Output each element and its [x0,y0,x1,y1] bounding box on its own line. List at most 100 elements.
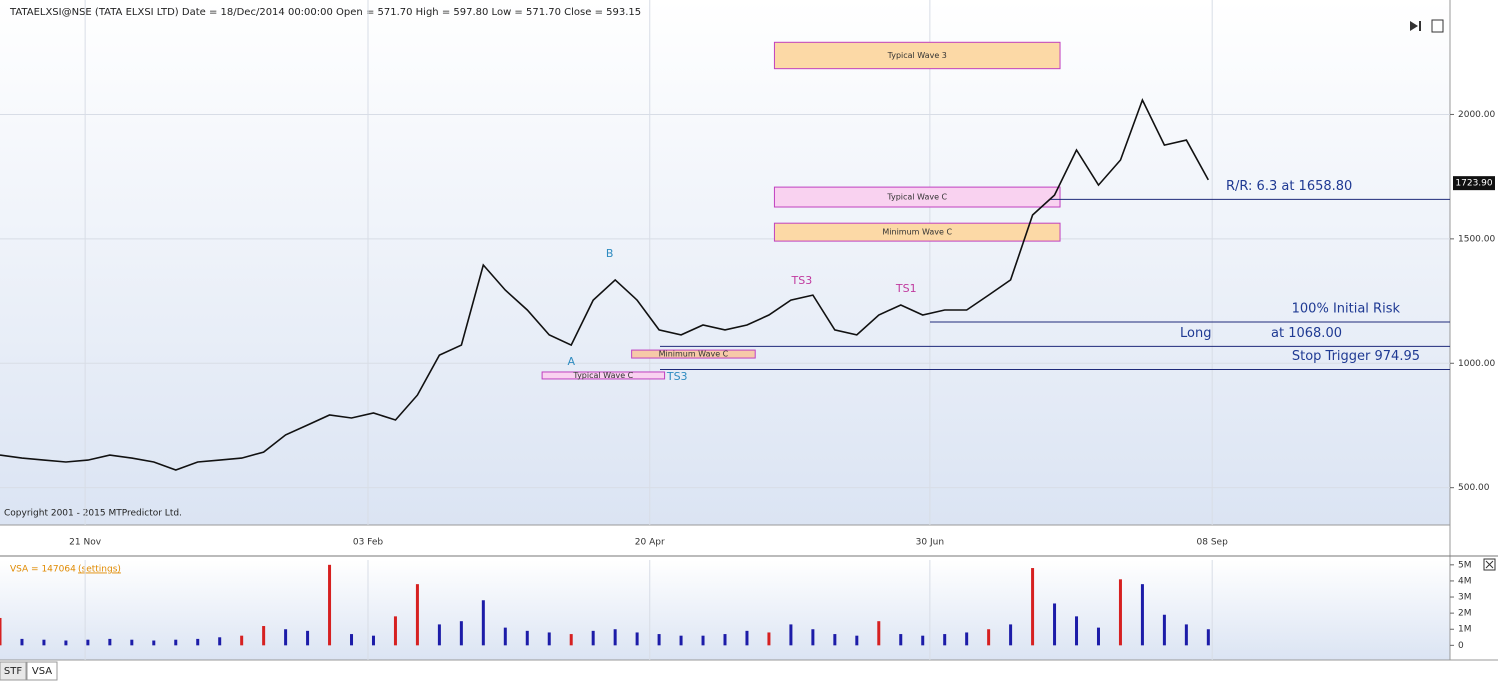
volume-bar [767,632,771,646]
volume-bar [833,634,837,646]
tab[interactable] [26,661,58,681]
wave-annotation: B [606,247,614,260]
volume-bar [1206,629,1210,646]
wave-box-label: Typical Wave C [886,193,947,202]
volume-bar [174,639,178,646]
volume-bar [1184,624,1188,646]
play-icon[interactable] [1419,21,1421,31]
volume-bar [306,630,310,646]
settings-link[interactable]: (settings) [78,565,121,575]
chart-title: TATAELXSI@NSE (TATA ELXSI LTD) Date = 18… [9,7,641,18]
close-icon[interactable] [1485,560,1494,569]
wave-box-label: Typical Wave 3 [887,51,947,60]
y-tick-label: 1M [1458,625,1472,635]
volume-bar [196,638,200,646]
volume-bar [0,617,2,646]
volume-bar [1118,579,1122,646]
y-tick-label: 1000.00 [1458,359,1495,369]
volume-bar [130,639,134,646]
last-price-tag [1453,176,1495,191]
volume-bar [64,640,68,646]
volume-bar [328,564,332,646]
volume-bar [1075,616,1079,646]
x-tick-label: 08 Sep [1197,538,1229,548]
volume-bar [503,627,507,646]
wave-annotation: TS1 [895,282,917,295]
volume-bar [481,600,485,646]
wave-annotation: A [567,355,575,368]
volume-bar [811,629,815,646]
volume-bar [350,634,354,646]
play-icon[interactable] [1410,21,1418,31]
price-panel [0,0,1450,525]
volume-bar [921,635,925,646]
wave-box-label: Minimum Wave C [659,350,729,359]
volume-bar [393,616,397,646]
volume-bar [701,635,705,646]
wave-box [631,349,756,359]
volume-bar [437,624,441,646]
wave-box-label: Minimum Wave C [882,228,952,237]
level-label: Long [1180,326,1211,341]
volume-bar [789,624,793,646]
level-label: at 1068.00 [1271,326,1342,341]
y-tick-label: 2M [1458,609,1472,619]
volume-bar [877,621,881,646]
volume-bar [547,632,551,646]
volume-bar [657,634,661,646]
volume-bar [152,640,156,646]
volume-bar [1031,568,1035,646]
y-tick-label: 500.00 [1458,483,1490,493]
wave-box [773,186,1061,208]
wave-box-label: Typical Wave C [572,371,633,380]
y-tick-label: 3M [1458,593,1472,603]
volume-bar [20,638,24,646]
volume-bar [723,634,727,646]
level-label: 100% Initial Risk [1292,301,1401,316]
volume-bar [591,630,595,646]
wave-box [773,41,1061,70]
volume-bar [284,629,288,646]
volume-bar [1053,603,1057,646]
volume-bar [635,632,639,646]
copyright: Copyright 2001 - 2015 MTPredictor Ltd. [4,509,182,519]
x-tick-label: 03 Feb [353,538,384,548]
volume-bar [569,634,573,646]
volume-bar [613,629,617,646]
volume-bar [525,630,529,646]
reset-icon[interactable] [1431,19,1444,33]
volume-bar [240,635,244,646]
level-label: Stop Trigger 974.95 [1292,349,1420,364]
volume-bar [943,634,947,646]
volume-bar [108,638,112,646]
wave-annotation: TS3 [791,274,813,287]
wave-annotation: TS3 [666,370,688,383]
volume-bar [459,621,463,646]
y-tick-label: 0 [1458,641,1464,651]
wave-box [773,222,1061,242]
price-line [0,97,1210,471]
volume-bar [1140,584,1144,646]
volume-bar [987,629,991,646]
tab-label[interactable]: STF [4,666,22,677]
volume-bar [745,630,749,646]
tab[interactable] [0,661,27,681]
x-tick-label: 20 Apr [635,538,665,548]
last-price-label: 1723.90 [1455,179,1492,189]
volume-bar [42,639,46,646]
volume-bar [86,639,90,646]
tab-label[interactable]: VSA [32,666,52,677]
x-tick-label: 30 Jun [916,538,944,548]
y-tick-label: 1500.00 [1458,234,1495,244]
volume-bar [899,634,903,646]
volume-bar [1162,614,1166,646]
volume-bar [965,632,969,646]
volume-bar [1009,624,1013,646]
volume-bar [1096,627,1100,646]
toolbar-icons[interactable] [1410,19,1496,571]
x-tick-label: 21 Nov [69,538,102,548]
volume-bar [855,635,859,646]
